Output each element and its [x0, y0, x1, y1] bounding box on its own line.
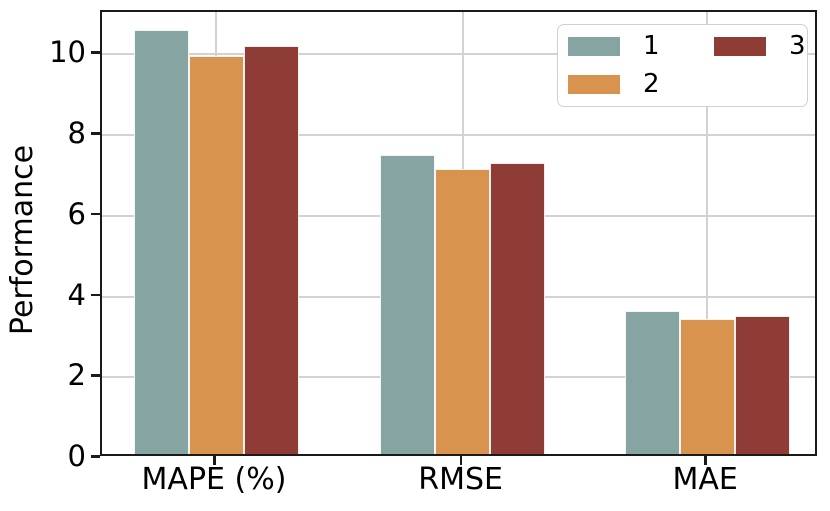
gridline-horizontal — [102, 53, 815, 56]
y-tick-label: 4 — [67, 277, 86, 312]
legend-label: 1 — [643, 31, 660, 61]
y-tick-mark — [91, 212, 100, 216]
legend-item-3: 3 — [714, 28, 806, 65]
bar-2-MAPE — [188, 56, 244, 454]
legend-swatch-icon — [714, 37, 766, 56]
y-tick-label: 0 — [67, 439, 86, 473]
gridline-vertical — [706, 12, 709, 454]
y-tick-mark — [91, 51, 100, 54]
y-tick-mark — [91, 293, 100, 297]
y-tick-label: 8 — [67, 116, 86, 151]
bar-3-MAE — [734, 315, 790, 454]
legend-item-2: 2 — [568, 66, 714, 103]
bar-2-MAE — [679, 318, 735, 454]
legend-swatch-icon — [568, 75, 620, 94]
bar-1-MAE — [624, 310, 680, 454]
legend-item-1: 1 — [568, 28, 714, 65]
y-tick-mark — [91, 455, 100, 458]
gridline-horizontal — [102, 134, 815, 137]
legend-label: 2 — [643, 69, 660, 99]
bar-2-RMSE — [435, 169, 491, 454]
bar-3-MAPE — [243, 46, 299, 454]
legend: 1 3 2 — [557, 24, 808, 107]
y-tick-label: 10 — [49, 35, 86, 70]
y-tick-mark — [91, 132, 100, 135]
x-tick-label: RMSE — [418, 462, 503, 497]
y-tick-label: 2 — [67, 358, 86, 393]
bar-3-RMSE — [490, 163, 546, 454]
x-tick-mark — [704, 456, 707, 465]
legend-label: 3 — [789, 31, 806, 61]
bar-1-RMSE — [380, 155, 436, 454]
bar-1-MAPE — [133, 30, 189, 454]
y-tick-mark — [91, 374, 100, 377]
legend-swatch-icon — [568, 37, 620, 56]
x-tick-mark — [213, 456, 216, 465]
y-tick-label: 6 — [67, 196, 86, 231]
x-tick-mark — [459, 456, 463, 465]
x-tick-label: MAE — [672, 462, 738, 497]
x-tick-label: MAPE (%) — [141, 462, 287, 497]
